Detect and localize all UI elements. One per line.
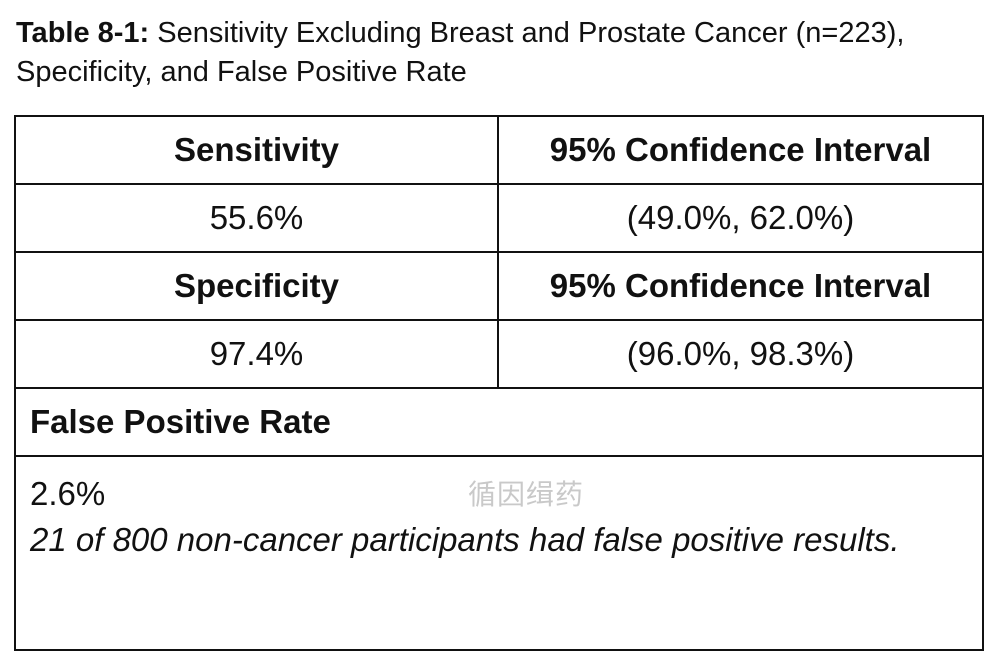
table-row: Specificity 95% Confidence Interval — [14, 251, 984, 321]
sensitivity-value: 55.6% — [14, 183, 499, 253]
false-positive-rate-header: False Positive Rate — [14, 387, 984, 457]
caption-text: Sensitivity Excluding Breast and Prostat… — [16, 17, 905, 88]
sensitivity-header: Sensitivity — [14, 115, 499, 185]
results-table: Sensitivity 95% Confidence Interval 55.6… — [14, 115, 984, 651]
table-row: 55.6% (49.0%, 62.0%) — [14, 183, 984, 253]
specificity-ci-value: (96.0%, 98.3%) — [497, 319, 984, 389]
table-row: 2.6% 21 of 800 non-cancer participants h… — [14, 455, 984, 651]
sensitivity-ci-value: (49.0%, 62.0%) — [497, 183, 984, 253]
sensitivity-ci-header: 95% Confidence Interval — [497, 115, 984, 185]
false-positive-rate-note: 21 of 800 non-cancer participants had fa… — [30, 521, 900, 558]
table-caption: Table 8-1: Sensitivity Excluding Breast … — [16, 14, 986, 92]
watermark: 循因缉药 — [468, 478, 585, 511]
table-row: 97.4% (96.0%, 98.3%) — [14, 319, 984, 389]
specificity-value: 97.4% — [14, 319, 499, 389]
table-row: False Positive Rate — [14, 387, 984, 457]
false-positive-rate-value: 2.6% — [30, 475, 106, 512]
false-positive-rate-cell: 2.6% 21 of 800 non-cancer participants h… — [14, 455, 984, 651]
caption-label: Table 8-1: — [16, 17, 150, 49]
specificity-header: Specificity — [14, 251, 499, 321]
table-row: Sensitivity 95% Confidence Interval — [14, 115, 984, 185]
specificity-ci-header: 95% Confidence Interval — [497, 251, 984, 321]
